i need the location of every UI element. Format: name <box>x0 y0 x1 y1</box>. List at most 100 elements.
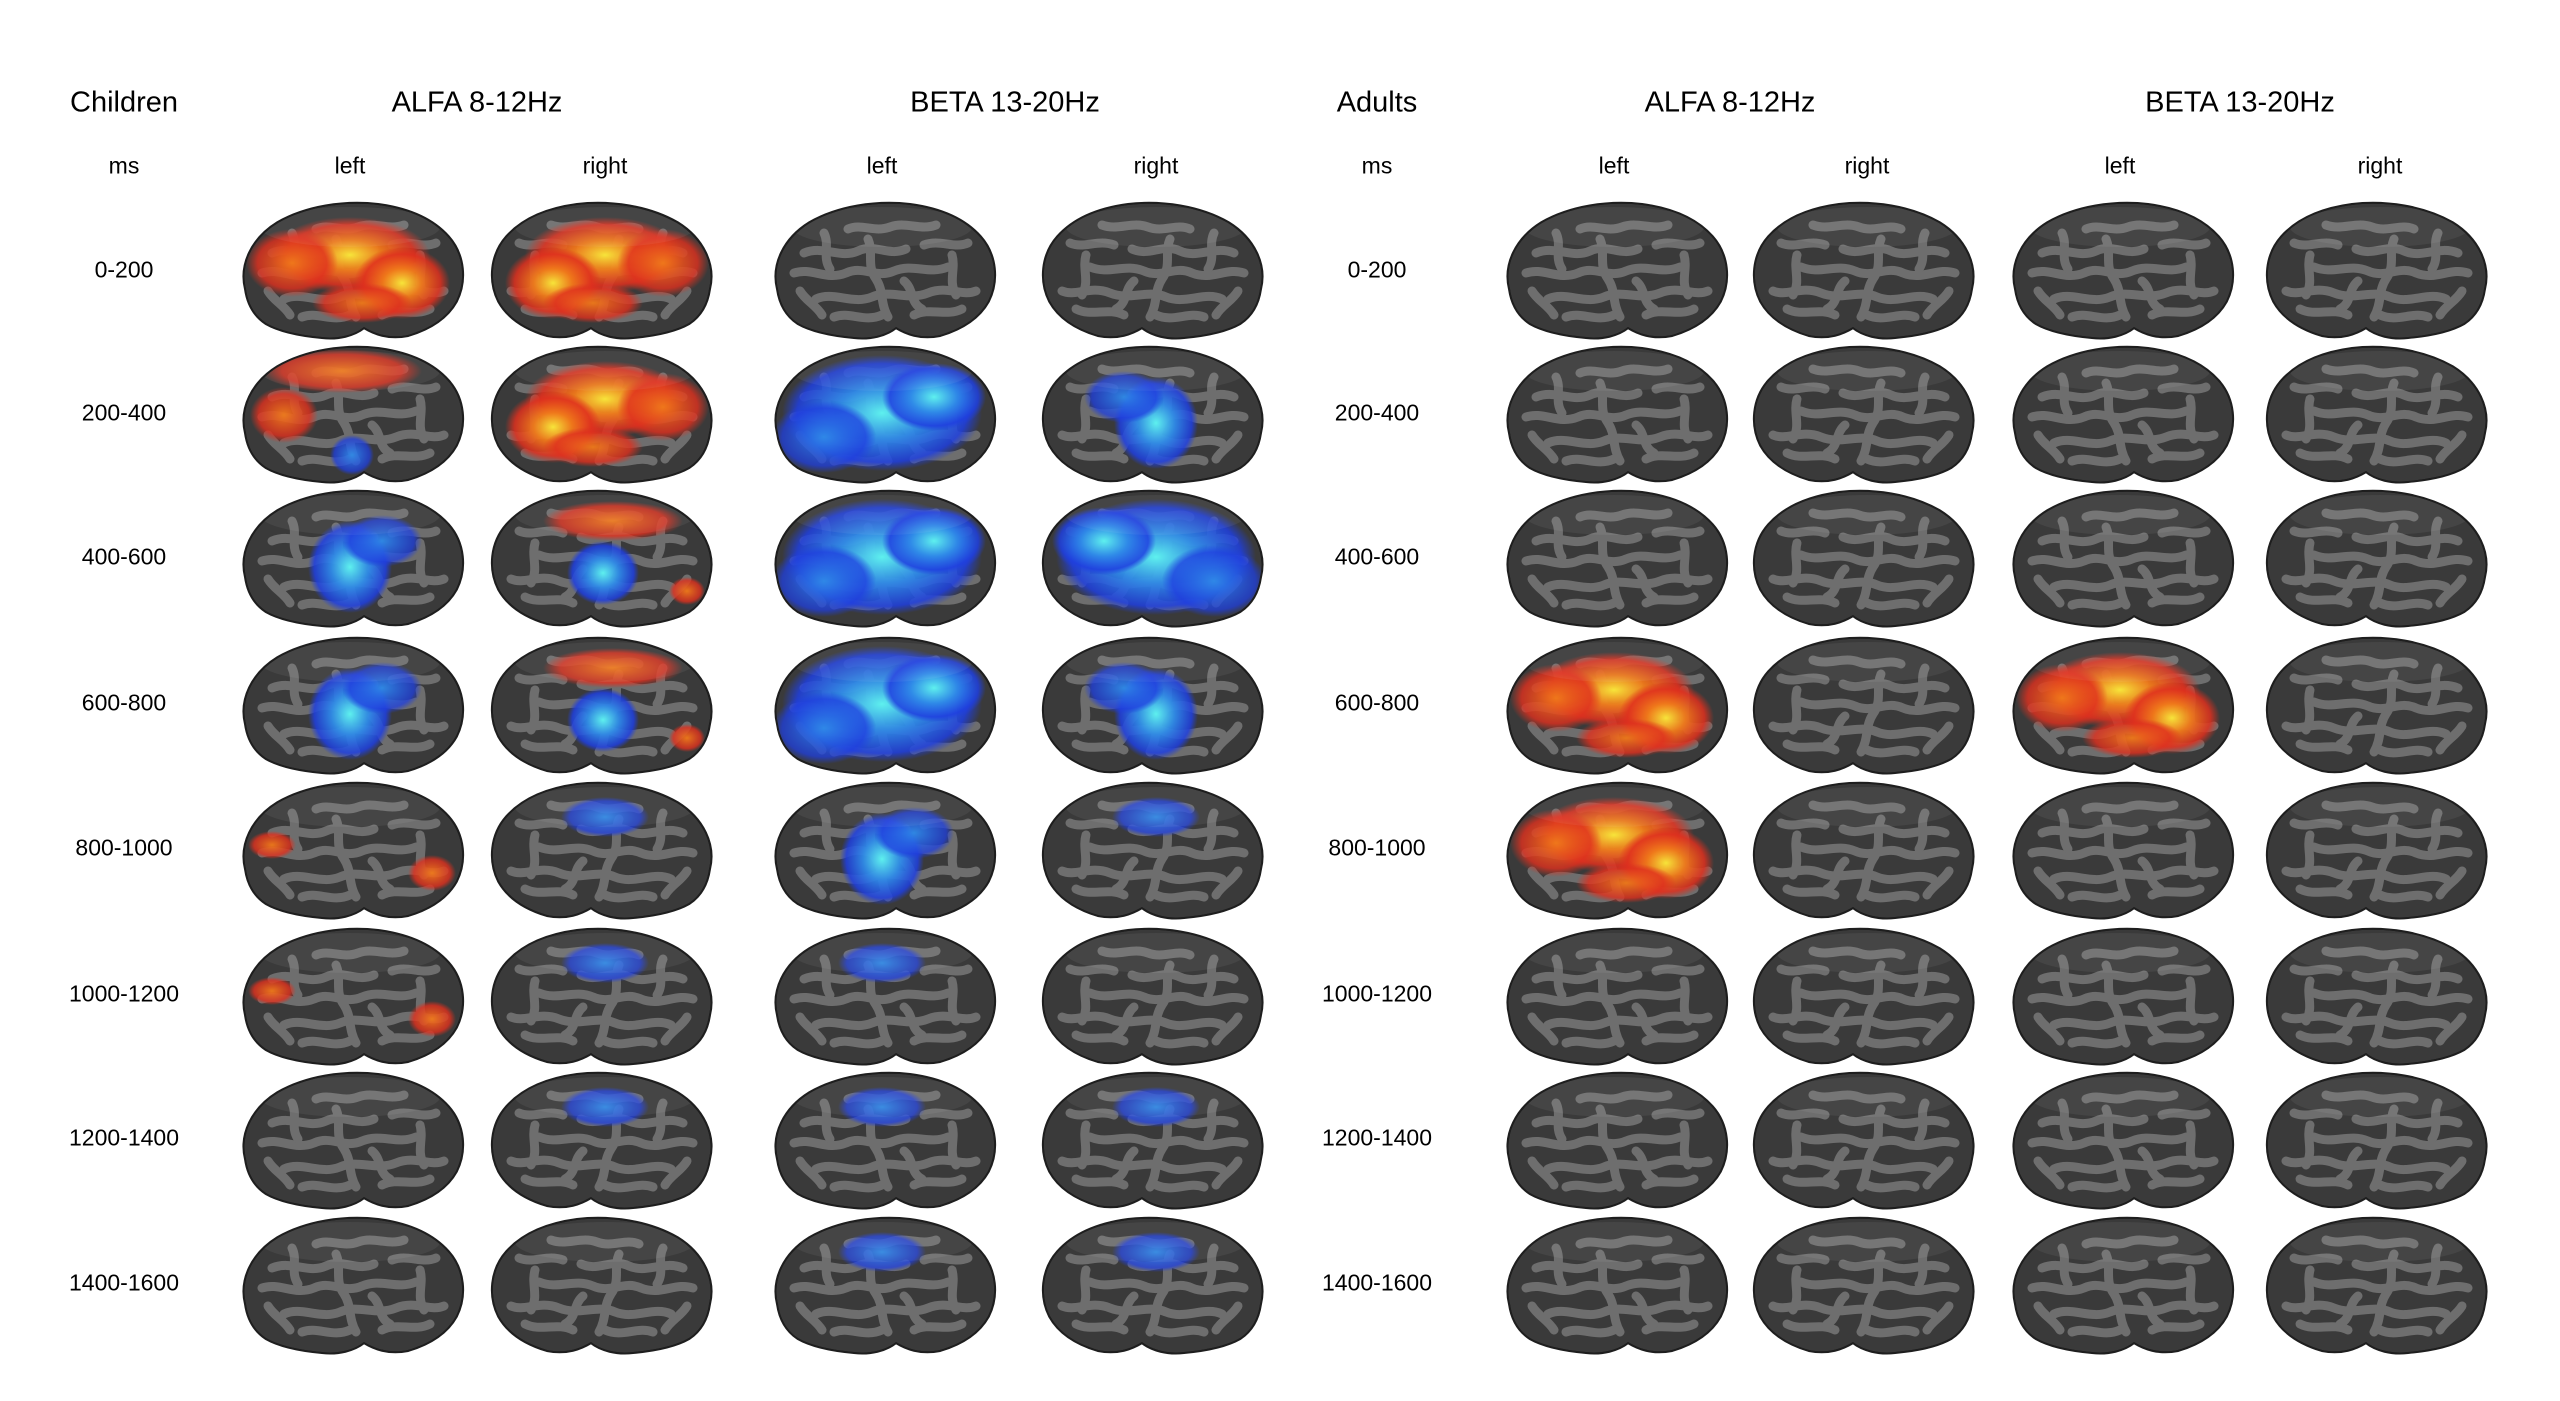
adults-alfa-left-brain <box>1496 1063 1732 1213</box>
adults-alfa-right-brain <box>1749 1063 1985 1213</box>
cortex-surface <box>490 1216 713 1355</box>
adults-alfa-right-brain <box>1749 773 1985 923</box>
adults-alfa-left-label: left <box>1598 152 1630 179</box>
children-alfa-left-label: left <box>334 152 366 179</box>
children-alfa-right-brain <box>487 481 723 631</box>
cortex-surface <box>1506 201 1729 340</box>
cortex-surface <box>2012 1071 2235 1210</box>
children-alfa-title: ALFA 8-12Hz <box>391 86 563 119</box>
cortex-surface <box>1752 1216 1975 1355</box>
cortex-surface <box>1752 345 1975 484</box>
children-beta-right-brain <box>1038 193 1274 343</box>
adults-beta-right-brain <box>2262 481 2498 631</box>
children-beta-left-brain <box>764 193 1000 343</box>
adults-alfa-right-label: right <box>1844 152 1890 179</box>
cortex-surface <box>490 636 713 775</box>
adults-alfa-right-brain <box>1749 1208 1985 1358</box>
children-time-label: 800-1000 <box>75 834 173 861</box>
cortex-surface <box>490 201 713 340</box>
activation-blob <box>874 807 954 859</box>
cortex-surface <box>2265 1071 2488 1210</box>
adults-title: Adults <box>1336 86 1418 119</box>
children-alfa-left-brain <box>232 628 468 778</box>
children-alfa-right-brain <box>487 337 723 487</box>
activation-blob <box>567 688 639 752</box>
cortex-surface <box>1041 489 1264 628</box>
cortex-surface <box>242 927 465 1066</box>
adults-time-label: 0-200 <box>1347 256 1407 283</box>
activation-blob <box>617 229 709 297</box>
cortex-surface <box>242 1071 465 1210</box>
cortex-surface <box>774 1071 997 1210</box>
activation-blob <box>1052 507 1156 575</box>
activation-blob <box>1112 1232 1200 1272</box>
adults-beta-left-brain <box>2002 1208 2238 1358</box>
children-time-label: 600-800 <box>81 689 167 716</box>
children-alfa-left-brain <box>232 1208 468 1358</box>
adults-time-label: 600-800 <box>1334 689 1420 716</box>
cortex-surface <box>2012 1216 2235 1355</box>
children-ms-label: ms <box>108 152 140 179</box>
children-beta-right-brain <box>1038 1208 1274 1358</box>
children-time-label: 1200-1400 <box>69 1124 179 1151</box>
children-beta-left-brain <box>764 1208 1000 1358</box>
activation-blob <box>776 692 876 764</box>
adults-beta-left-brain <box>2002 1063 2238 1213</box>
activation-blob <box>408 855 456 891</box>
activation-blob <box>543 283 643 323</box>
children-beta-left-brain <box>764 919 1000 1069</box>
adults-alfa-title: ALFA 8-12Hz <box>1644 86 1816 119</box>
cortex-surface <box>2012 345 2235 484</box>
children-beta-right-brain <box>1038 1063 1274 1213</box>
cortex-surface <box>1041 927 1264 1066</box>
activation-blob <box>262 349 422 393</box>
activation-blob <box>1084 371 1164 423</box>
adults-beta-right-brain <box>2262 628 2498 778</box>
activation-blob <box>882 507 986 575</box>
cortex-surface <box>774 1216 997 1355</box>
cortex-surface <box>1752 781 1975 920</box>
cortex-surface <box>490 927 713 1066</box>
adults-beta-left-brain <box>2002 193 2238 343</box>
adults-beta-right-brain <box>2262 919 2498 1069</box>
cortex-surface <box>2265 781 2488 920</box>
cortex-surface <box>1041 1216 1264 1355</box>
activation-blob <box>669 724 705 752</box>
activation-blob <box>248 831 296 859</box>
activation-blob <box>342 515 422 567</box>
activation-blob <box>838 1087 926 1127</box>
adults-beta-left-brain <box>2002 481 2238 631</box>
children-time-label: 1000-1200 <box>69 980 179 1007</box>
cortex-surface <box>1752 489 1975 628</box>
adults-time-label: 400-600 <box>1334 543 1420 570</box>
cortex-surface <box>774 201 997 340</box>
cortex-surface <box>1041 636 1264 775</box>
adults-beta-left-brain <box>2002 919 2238 1069</box>
adults-beta-left-brain <box>2002 773 2238 923</box>
activation-blob <box>1576 863 1676 903</box>
adults-alfa-left-brain <box>1496 481 1732 631</box>
activation-blob <box>617 373 709 441</box>
adults-alfa-right-brain <box>1749 919 1985 1069</box>
adults-alfa-left-brain <box>1496 773 1732 923</box>
adults-beta-right-label: right <box>2357 152 2403 179</box>
children-alfa-right-brain <box>487 919 723 1069</box>
cortex-surface <box>1506 1216 1729 1355</box>
cortex-surface <box>2265 345 2488 484</box>
cortex-surface <box>1506 1071 1729 1210</box>
children-title: Children <box>70 86 178 119</box>
activation-blob <box>669 577 705 605</box>
activation-blob <box>248 977 296 1005</box>
cortex-surface <box>490 345 713 484</box>
cortex-surface <box>774 636 997 775</box>
children-alfa-right-label: right <box>582 152 628 179</box>
cortex-surface <box>1506 636 1729 775</box>
cortex-surface <box>1041 1071 1264 1210</box>
adults-alfa-right-brain <box>1749 337 1985 487</box>
children-beta-right-brain <box>1038 773 1274 923</box>
children-alfa-left-brain <box>232 481 468 631</box>
adults-beta-left-label: left <box>2104 152 2136 179</box>
children-beta-right-brain <box>1038 628 1274 778</box>
adults-alfa-right-brain <box>1749 628 1985 778</box>
children-alfa-left-brain <box>232 919 468 1069</box>
